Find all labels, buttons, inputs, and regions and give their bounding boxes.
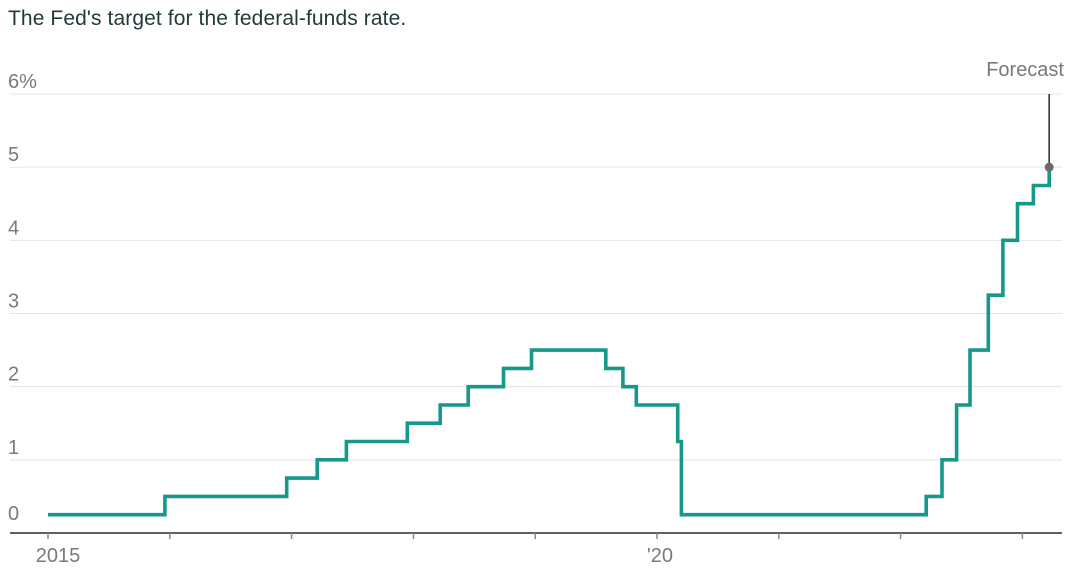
y-axis-label: 3 [8,290,19,312]
y-axis-label: 2 [8,364,19,386]
forecast-dot [1044,162,1054,172]
forecast-annotation-label: Forecast [986,59,1064,81]
y-axis-label: 6% [8,71,37,93]
x-axis-label: '20 [647,545,673,567]
y-axis-label: 5 [8,144,19,166]
x-axis-label: 2015 [36,545,81,567]
y-axis-label: 1 [8,437,19,459]
y-axis-label: 0 [8,503,19,525]
chart-title: The Fed's target for the federal-funds r… [8,7,407,30]
y-axis-label: 4 [8,217,19,239]
rate-step-line [48,167,1051,517]
